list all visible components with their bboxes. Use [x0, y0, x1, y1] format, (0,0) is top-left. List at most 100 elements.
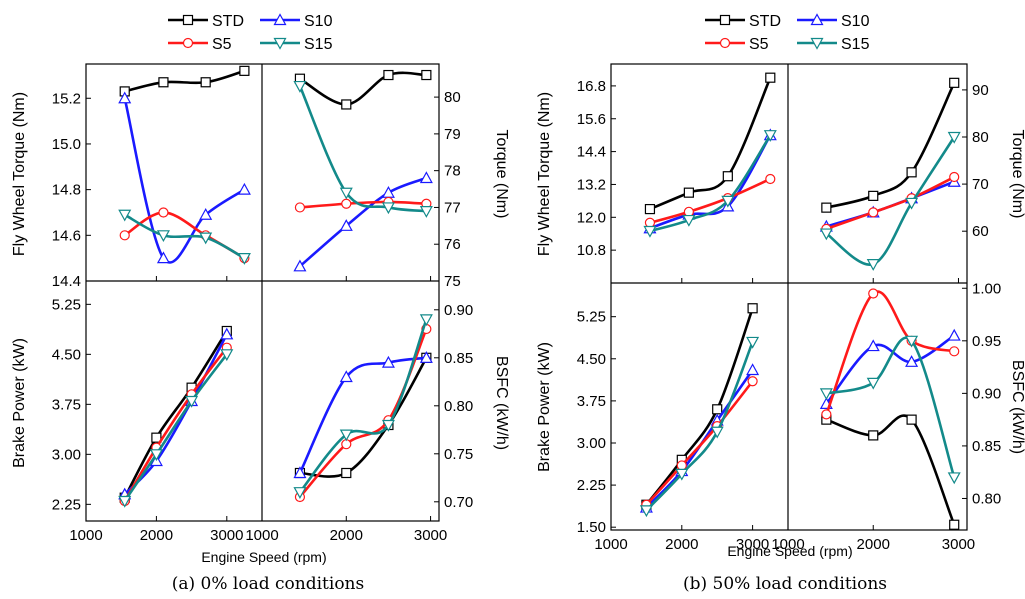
point-s5 — [949, 346, 960, 357]
point-s10 — [293, 466, 307, 479]
point-std — [868, 190, 879, 201]
point-s5 — [119, 230, 130, 241]
series-line-s5 — [298, 328, 428, 498]
panel-6: 1.50 2.25 3.00 3.75 4.50 5.25 1000 2000 3000 — [577, 303, 769, 553]
point-std — [683, 187, 694, 198]
figure-b-frame — [610, 63, 968, 531]
point-s15 — [905, 197, 919, 210]
point-std — [765, 72, 776, 83]
series-line-s15 — [645, 341, 754, 512]
point-s15 — [639, 505, 653, 518]
ytick-label: 5.25 — [52, 296, 81, 313]
ytick-label: 3.75 — [52, 396, 81, 413]
ytick-label: 77 — [444, 199, 461, 216]
point-s15 — [237, 253, 251, 265]
ylabel-a-power-left: Brake Power (kW) — [11, 338, 28, 468]
point-s15 — [156, 230, 170, 243]
point-s5 — [747, 376, 758, 387]
series-line-s15 — [123, 353, 228, 502]
point-s10 — [746, 363, 760, 376]
ylabel-b-power-left: Brake Power (kW) — [536, 342, 553, 472]
point-s15 — [866, 259, 880, 271]
xtick-label: 1000 — [594, 536, 627, 553]
point-s5 — [765, 173, 776, 185]
point-std — [747, 303, 758, 314]
point-s15 — [419, 314, 433, 327]
ylabel-b-torque-left: Fly Wheel Torque (Nm) — [536, 92, 553, 256]
point-std — [906, 414, 917, 425]
caption-b: (b) 50% load conditions — [683, 574, 887, 594]
xtick-label: 2000 — [857, 536, 890, 553]
series-line-s15 — [826, 336, 956, 478]
point-s15 — [746, 336, 760, 349]
point-s10 — [947, 328, 961, 341]
ytick-label: 12.0 — [577, 209, 606, 226]
point-s10 — [905, 355, 919, 367]
series-line-s15 — [124, 213, 246, 260]
legend-a: STD S10 S5 S15 — [168, 13, 333, 53]
legend-marker-std — [182, 14, 194, 26]
point-std — [949, 77, 960, 88]
point-s15 — [149, 449, 163, 462]
point-s15 — [118, 209, 132, 222]
ytick-label: 3.00 — [52, 446, 81, 463]
ytick-label: 3.00 — [577, 435, 606, 452]
point-s15 — [339, 429, 353, 442]
point-s15 — [905, 335, 919, 348]
point-s10 — [419, 351, 433, 363]
point-s15 — [118, 495, 132, 508]
point-s15 — [381, 419, 395, 432]
series-line-s15 — [298, 318, 428, 494]
point-std — [821, 202, 832, 213]
point-std — [383, 69, 394, 81]
panels-layer: 14.4 14.6 14.8 15.0 15.2 75 76 77 78 79 80 2.25 3.00… — [52, 65, 1001, 553]
point-s15 — [643, 225, 657, 238]
panel-4: 10.8 12.0 13.2 14.4 15.6 16.8 — [577, 72, 777, 283]
ytick-label: 0.70 — [444, 494, 473, 511]
series-line-std — [299, 357, 428, 478]
ytick-label: 90 — [972, 82, 989, 99]
ytick-label: 76 — [444, 236, 461, 253]
ytick-label: 1.00 — [972, 280, 1001, 297]
ytick-label: 70 — [972, 176, 989, 193]
figure-a-frame — [85, 63, 440, 522]
point-std — [949, 519, 960, 530]
xtick-label: 2000 — [665, 536, 698, 553]
xtick-label: 1000 — [771, 536, 804, 553]
series-line-std — [649, 77, 772, 211]
point-s5 — [158, 207, 169, 218]
legend-marker-s5 — [182, 37, 194, 49]
series-line-s5 — [825, 290, 955, 415]
point-s5 — [821, 409, 832, 420]
legend-marker-s10 — [273, 13, 287, 26]
point-s10 — [339, 370, 353, 383]
legend-label-std: STD — [749, 13, 781, 30]
point-std — [200, 77, 211, 88]
point-s5 — [949, 171, 960, 183]
point-s10 — [156, 251, 170, 264]
xtick-label: 3000 — [414, 527, 447, 544]
point-s10 — [199, 208, 213, 220]
series-line-s10 — [649, 134, 772, 230]
point-s5 — [341, 198, 352, 209]
series-line-std — [124, 69, 245, 93]
series-line-s5 — [299, 200, 427, 209]
point-s15 — [763, 130, 777, 142]
xtick-label: 3000 — [210, 527, 243, 544]
legend-label-s5: S5 — [212, 36, 232, 53]
ytick-label: 16.8 — [577, 78, 606, 95]
point-s5 — [868, 207, 879, 218]
ylabel-a-bsfc-right: BSFC (kW/h) — [493, 356, 510, 450]
ytick-label: 14.4 — [52, 273, 81, 290]
ytick-label: 4.50 — [577, 351, 606, 368]
series-line-s10 — [825, 334, 955, 405]
legend-label-s15: S15 — [841, 36, 870, 53]
series-line-s15 — [649, 134, 772, 233]
ytick-label: 10.8 — [577, 242, 606, 259]
ytick-label: 15.2 — [52, 90, 81, 107]
point-s10 — [237, 182, 251, 195]
point-std — [644, 203, 656, 215]
point-s15 — [819, 228, 833, 241]
legend-marker-s10 — [810, 13, 824, 26]
ylabel-a-torque-left: Fly Wheel Torque (Nm) — [11, 92, 28, 256]
